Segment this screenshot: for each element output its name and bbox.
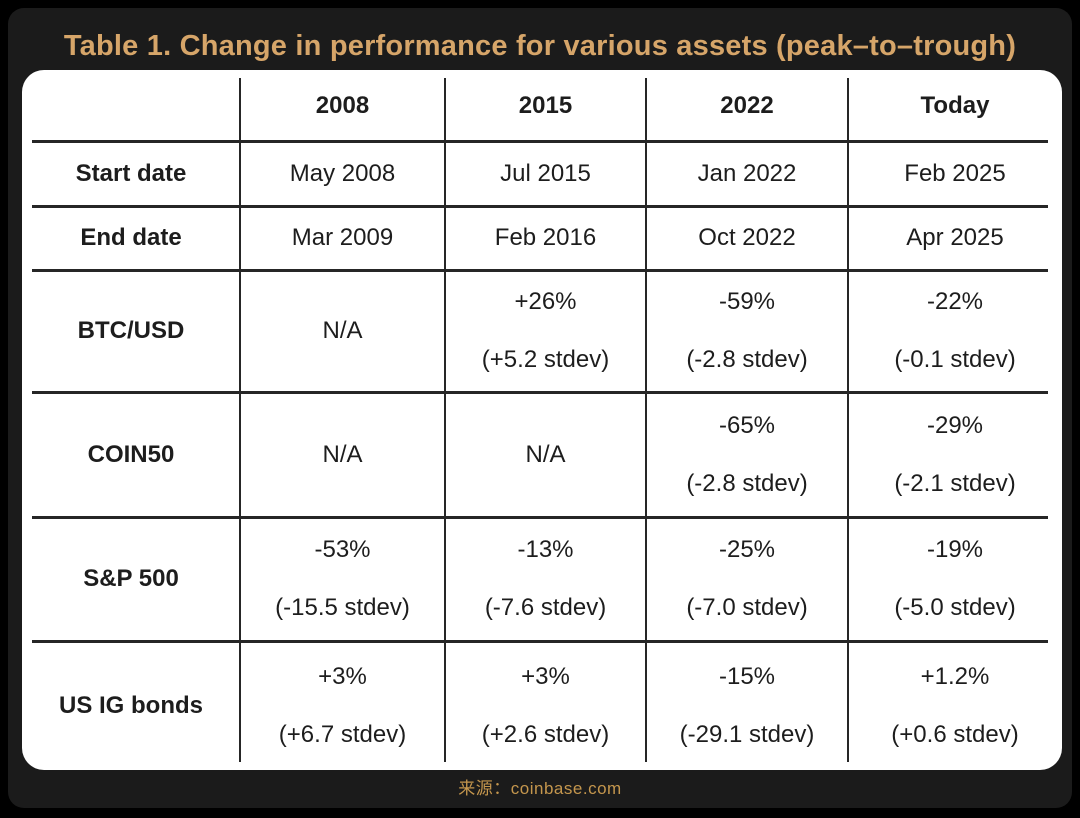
cell-value: Feb 2016 [494, 224, 597, 251]
cell-value: +1.2% [920, 662, 990, 690]
row-label: BTC/USD [77, 317, 185, 344]
cell-value: +26% [514, 288, 577, 315]
column-header-2022: 2022 [646, 70, 848, 141]
cell-stdev: (-0.1 stdev) [894, 346, 1016, 373]
cell-value: +3% [521, 662, 570, 690]
table-cell: +3% (+2.6 stdev) [445, 641, 646, 770]
table-cell: Oct 2022 [646, 206, 848, 270]
table-cell: -59% (-2.8 stdev) [646, 270, 848, 392]
table-cell: -15% (-29.1 stdev) [646, 641, 848, 770]
table-cell: N/A [240, 392, 445, 517]
table-cell: +1.2% (+0.6 stdev) [848, 641, 1062, 770]
cell-stdev: (-2.8 stdev) [686, 469, 808, 497]
table-horizontal-divider [32, 269, 1048, 272]
cell-stdev: (+6.7 stdev) [278, 720, 407, 748]
table-grid: 2008 2015 2022 Today Start date May 2008… [22, 70, 1062, 770]
row-label: Start date [75, 159, 187, 187]
column-header-label: 2015 [518, 91, 573, 119]
table-horizontal-divider [32, 205, 1048, 208]
table-vertical-divider [444, 78, 446, 762]
column-header-label: 2022 [720, 91, 774, 119]
table-horizontal-divider [32, 391, 1048, 394]
cell-stdev: (-7.0 stdev) [686, 594, 808, 621]
row-label: S&P 500 [83, 565, 179, 592]
cell-stdev: (-7.6 stdev) [484, 594, 607, 621]
cell-value: Apr 2025 [906, 224, 1004, 251]
performance-table: 2008 2015 2022 Today Start date May 2008… [22, 70, 1062, 770]
cell-stdev: (-15.5 stdev) [275, 594, 410, 621]
row-label: COIN50 [87, 440, 175, 468]
column-header-today: Today [848, 70, 1062, 141]
cell-value: N/A [525, 440, 566, 468]
cell-value: N/A [322, 317, 363, 344]
row-label-coin50: COIN50 [22, 392, 240, 517]
table-cell: Apr 2025 [848, 206, 1062, 270]
cell-value: Jan 2022 [697, 159, 797, 187]
table-cell: N/A [240, 270, 445, 392]
cell-value: Oct 2022 [698, 224, 796, 251]
cell-stdev: (-5.0 stdev) [894, 594, 1016, 621]
table-cell: -25% (-7.0 stdev) [646, 517, 848, 641]
cell-value: N/A [322, 440, 363, 468]
background-panel: Table 1. Change in performance for vario… [8, 8, 1072, 808]
row-label-end-date: End date [22, 206, 240, 270]
cell-value: -59% [718, 288, 776, 315]
table-cell: +26% (+5.2 stdev) [445, 270, 646, 392]
table-cell: Jul 2015 [445, 141, 646, 206]
column-header-2015: 2015 [445, 70, 646, 141]
table-cell: -29% (-2.1 stdev) [848, 392, 1062, 517]
cell-stdev: (-2.8 stdev) [686, 346, 808, 373]
cell-value: -22% [926, 288, 984, 315]
cell-stdev: (-29.1 stdev) [679, 720, 815, 748]
table-cell: -22% (-0.1 stdev) [848, 270, 1062, 392]
source-attribution: 来源：coinbase.com [458, 779, 622, 798]
column-header-label: 2008 [315, 91, 370, 119]
cell-value: -53% [314, 536, 371, 563]
cell-value: -19% [926, 536, 984, 563]
table-cell: -53% (-15.5 stdev) [240, 517, 445, 641]
cell-stdev: (+5.2 stdev) [481, 346, 610, 373]
row-label-us-ig-bonds: US IG bonds [22, 641, 240, 770]
row-label-start-date: Start date [22, 141, 240, 206]
cell-stdev: (-2.1 stdev) [894, 469, 1016, 497]
cell-value: +3% [318, 662, 367, 690]
cell-value: May 2008 [289, 159, 396, 187]
table-horizontal-divider [32, 516, 1048, 519]
table-horizontal-divider [32, 140, 1048, 143]
table-horizontal-divider [32, 640, 1048, 643]
row-label: End date [80, 224, 182, 251]
cell-value: Jul 2015 [500, 159, 591, 187]
table-cell: +3% (+6.7 stdev) [240, 641, 445, 770]
table-cell: Jan 2022 [646, 141, 848, 206]
cell-stdev: (+2.6 stdev) [481, 720, 610, 748]
cell-value: -13% [517, 536, 574, 563]
column-header-empty [22, 70, 240, 141]
table-cell: N/A [445, 392, 646, 517]
table-cell: -65% (-2.8 stdev) [646, 392, 848, 517]
table-title: Table 1. Change in performance for vario… [63, 30, 1017, 62]
table-vertical-divider [847, 78, 849, 762]
table-cell: May 2008 [240, 141, 445, 206]
cell-stdev: (+0.6 stdev) [891, 720, 1019, 748]
row-label: US IG bonds [59, 691, 203, 719]
column-header-label: Today [920, 91, 990, 119]
row-label-btc-usd: BTC/USD [22, 270, 240, 392]
table-cell: Feb 2016 [445, 206, 646, 270]
cell-value: Mar 2009 [291, 224, 394, 251]
table-vertical-divider [239, 78, 241, 762]
cell-value: -29% [926, 411, 984, 439]
row-label-sp500: S&P 500 [22, 517, 240, 641]
table-cell: -13% (-7.6 stdev) [445, 517, 646, 641]
table-cell: -19% (-5.0 stdev) [848, 517, 1062, 641]
table-cell: Mar 2009 [240, 206, 445, 270]
cell-value: -65% [718, 411, 776, 439]
cell-value: Feb 2025 [904, 159, 1006, 187]
column-header-2008: 2008 [240, 70, 445, 141]
table-cell: Feb 2025 [848, 141, 1062, 206]
cell-value: -15% [718, 662, 776, 690]
cell-value: -25% [718, 536, 776, 563]
table-vertical-divider [645, 78, 647, 762]
